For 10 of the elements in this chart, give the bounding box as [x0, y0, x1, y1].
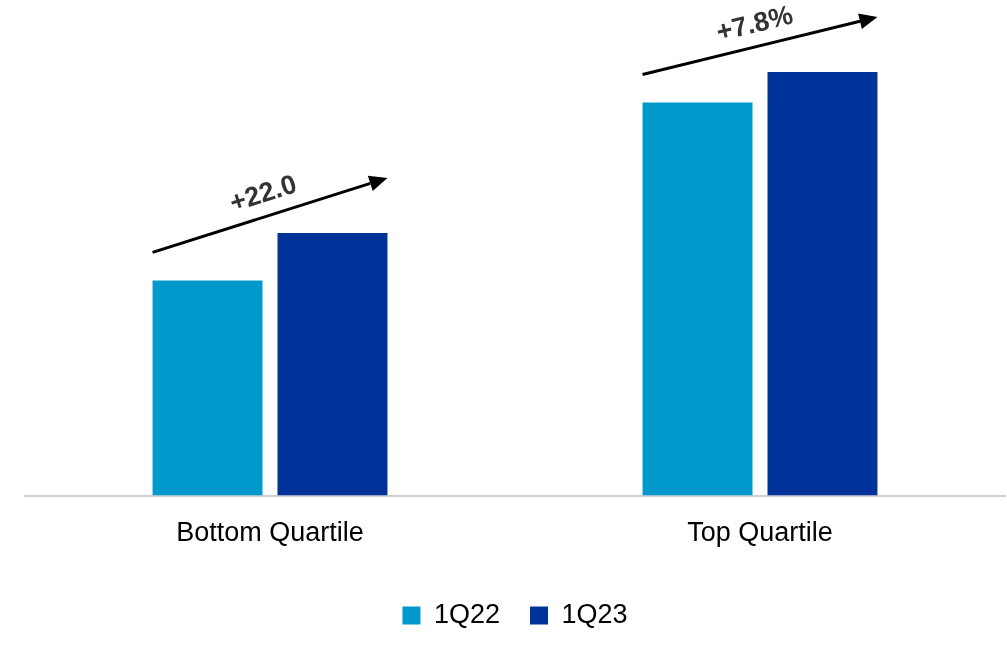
bar — [152, 280, 263, 496]
bar — [767, 72, 878, 496]
x-tick-label: Top Quartile — [687, 517, 833, 548]
x-tick-label: Bottom Quartile — [176, 517, 364, 548]
bar — [642, 102, 753, 496]
legend-label: 1Q23 — [561, 598, 628, 629]
legend-label: 1Q22 — [433, 598, 501, 629]
annotation: +22.0 — [225, 168, 301, 218]
bar — [277, 232, 388, 496]
text: +7.8% — [713, 0, 796, 48]
